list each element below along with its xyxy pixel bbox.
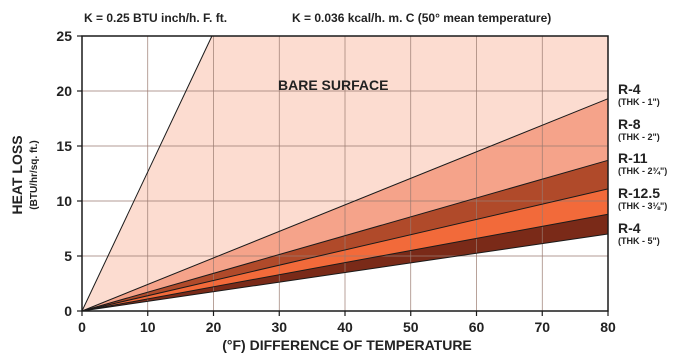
x-tick-label: 10 [140,319,156,335]
series-label-3: R-11 [618,150,648,166]
x-axis-label: (°F) DIFFERENCE OF TEMPERATURE [222,337,472,353]
y-tick-label: 0 [64,303,72,319]
header-left-text: K = 0.25 BTU inch/h. F. ft. [84,11,227,25]
y-tick-label: 15 [56,138,72,154]
series-label-1: R-4 [618,81,641,97]
series-thickness-3: (THK - 2¾") [618,166,667,176]
series-line-4 [81,213,609,312]
series-line-5 [81,233,609,312]
header-right-text: K = 0.036 kcal/h. m. C (50° mean tempera… [292,11,551,25]
x-tick-label: 60 [469,319,485,335]
bare-surface-annotation: BARE SURFACE [278,77,388,93]
series-line-2 [81,159,609,312]
y-tick-label: 20 [56,83,72,99]
plot-area: 0 10 20 30 40 50 60 70 80 0 5 10 15 20 25 [56,28,616,335]
x-tick-label: 50 [403,319,419,335]
y-tick-label: 5 [64,248,72,264]
series-thickness-2: (THK - 2") [618,132,660,142]
x-tick-label: 80 [600,319,616,335]
series-line-3 [81,188,609,312]
series-thickness-1: (THK - 1") [618,97,660,107]
series-labels: R-4(THK - 1")R-8(THK - 2")R-11(THK - 2¾"… [618,81,667,246]
x-tick-label: 70 [534,319,550,335]
series-thickness-5: (THK - 5") [618,236,660,246]
x-tick-label: 20 [206,319,222,335]
series-label-5: R-4 [618,220,641,236]
x-tick-label: 0 [78,319,86,335]
series-label-2: R-8 [618,116,641,132]
bare-surface-line [81,35,213,312]
series-thickness-4: (THK - 3⅛") [618,201,667,211]
y-tick-label: 25 [56,28,72,44]
y-tick-label: 10 [56,193,72,209]
y-axis-sublabel: (BTU/hr/sq. ft.) [29,140,40,209]
x-tick-label: 40 [337,319,353,335]
x-tick-label: 30 [271,319,287,335]
series-line-1 [81,98,609,312]
y-axis-title: HEAT LOSS (BTU/hr/sq. ft.) [9,135,40,214]
y-axis-label: HEAT LOSS [9,135,25,214]
series-label-4: R-12.5 [618,185,660,201]
